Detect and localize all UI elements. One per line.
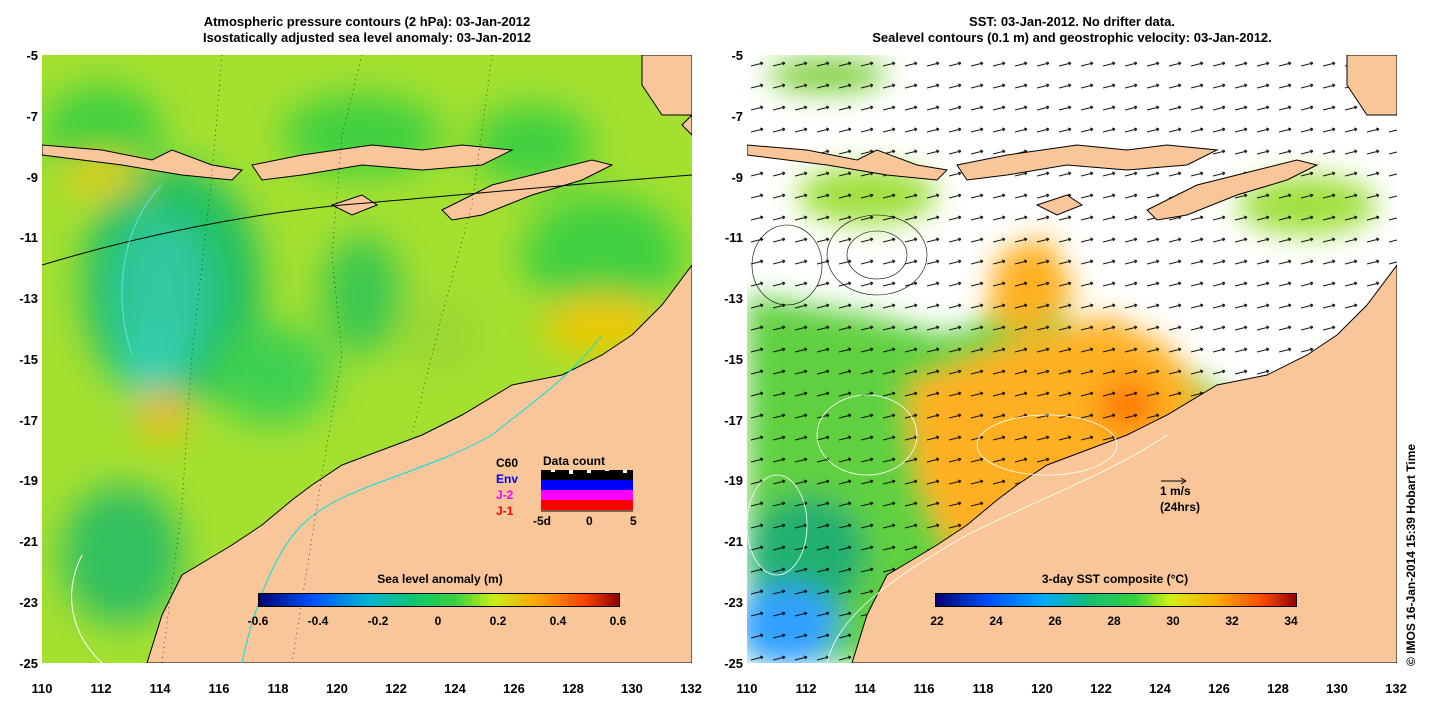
x-tick: 130: [621, 681, 643, 696]
satellite-label-c60: C60: [496, 456, 519, 470]
y-tick: -5: [731, 48, 743, 63]
x-tick: 120: [1031, 681, 1053, 696]
australia-land: [146, 264, 692, 663]
y-tick: -13: [724, 291, 743, 306]
x-tick: 110: [31, 681, 53, 696]
sst-map: [747, 55, 1397, 663]
x-tick: 128: [1267, 681, 1289, 696]
y-tick: -7: [731, 109, 743, 124]
y-tick: -17: [724, 413, 743, 428]
sst-tick: 28: [1107, 614, 1121, 628]
x-tick: 114: [854, 681, 876, 696]
sst-tick: 24: [989, 614, 1003, 628]
y-tick: -21: [724, 534, 743, 549]
satellite-label-env: Env: [496, 472, 519, 486]
y-tick: -5: [26, 48, 38, 63]
x-tick: 110: [736, 681, 758, 696]
sla-colorbar-gradient: [258, 593, 620, 607]
x-tick: 132: [680, 681, 702, 696]
y-tick: -15: [19, 352, 38, 367]
sst-map-panel[interactable]: [747, 55, 1397, 663]
sst-tick: 32: [1225, 614, 1239, 628]
sla-tick: 0.2: [489, 614, 507, 628]
x-tick: 112: [795, 681, 817, 696]
y-tick: -7: [26, 109, 38, 124]
sla-tick: -0.4: [307, 614, 329, 628]
data-count-tick: -5d: [533, 514, 551, 528]
sst-tick: 26: [1048, 614, 1062, 628]
sst-tick: 30: [1166, 614, 1180, 628]
y-tick: -19: [19, 473, 38, 488]
sst-tick: 22: [930, 614, 944, 628]
x-tick: 118: [972, 681, 994, 696]
sla-tick: -0.6: [247, 614, 269, 628]
x-tick: 122: [1090, 681, 1112, 696]
australia-land-sst: [851, 264, 1397, 663]
data-count-bars: [541, 470, 633, 512]
x-tick: 128: [562, 681, 584, 696]
sla-tick: 0.4: [549, 614, 567, 628]
sla-tick: -0.2: [367, 614, 389, 628]
x-tick: 114: [149, 681, 171, 696]
right-title-line2: Sealevel contours (0.1 m) and geostrophi…: [872, 30, 1272, 45]
y-tick: -11: [19, 230, 38, 245]
left-title-line2: Isostatically adjusted sea level anomaly…: [202, 30, 532, 45]
y-tick: -23: [724, 595, 743, 610]
sst-tick: 34: [1284, 614, 1298, 628]
x-tick: 112: [90, 681, 112, 696]
new-guinea-land: [641, 55, 692, 116]
sla-colorbar-title: Sea level anomaly (m): [377, 572, 503, 586]
java-island: [42, 144, 244, 181]
right-title-line1: SST: 03-Jan-2012. No drifter data.: [969, 14, 1175, 29]
y-tick: -9: [731, 170, 743, 185]
left-title-line1: Atmospheric pressure contours (2 hPa): 0…: [203, 14, 531, 29]
velocity-scale-sublabel: (24hrs): [1160, 500, 1201, 514]
x-tick: 116: [208, 681, 230, 696]
x-tick: 132: [1385, 681, 1407, 696]
data-count-tick: 0: [586, 514, 593, 528]
sla-tick: 0.6: [609, 614, 627, 628]
x-tick: 126: [503, 681, 525, 696]
data-count-tick: 5: [630, 514, 637, 528]
right-title: SST: 03-Jan-2012. No drifter data. Seale…: [747, 14, 1397, 46]
y-tick: -15: [724, 352, 743, 367]
sla-tick: 0: [434, 614, 442, 628]
left-title: Atmospheric pressure contours (2 hPa): 0…: [42, 14, 692, 46]
satellite-label-j2: J-2: [496, 488, 514, 502]
y-tick: -9: [26, 170, 38, 185]
sst-colorbar-title: 3-day SST composite (°C): [1041, 572, 1189, 586]
x-tick: 124: [1149, 681, 1171, 696]
satellite-label-j1: J-1: [496, 504, 514, 518]
y-tick: -25: [19, 656, 38, 671]
y-tick: -17: [19, 413, 38, 428]
sumba-island: [330, 194, 379, 216]
sst-colorbar-gradient: [935, 593, 1297, 607]
y-tick: -11: [724, 230, 743, 245]
sla-map-panel[interactable]: [42, 55, 692, 663]
x-tick: 124: [444, 681, 466, 696]
timor-island: [441, 159, 614, 221]
x-tick: 118: [267, 681, 289, 696]
data-count-title: Data count: [543, 454, 606, 468]
y-tick: -19: [724, 473, 743, 488]
x-tick: 126: [1208, 681, 1230, 696]
y-tick: -25: [724, 656, 743, 671]
imos-credit: © IMOS 16-Jan-2014 15:39 Hobart Time: [1404, 443, 1418, 666]
velocity-scale-label: 1 m/s: [1160, 484, 1191, 498]
y-tick: -13: [19, 291, 38, 306]
velocity-arrow-icon: [1161, 477, 1187, 485]
lesser-sunda-islands: [251, 144, 514, 181]
y-tick: -21: [19, 534, 38, 549]
y-tick: -23: [19, 595, 38, 610]
x-tick: 120: [326, 681, 348, 696]
x-tick: 116: [913, 681, 935, 696]
x-tick: 130: [1326, 681, 1348, 696]
sla-map: [42, 55, 692, 663]
x-tick: 122: [385, 681, 407, 696]
